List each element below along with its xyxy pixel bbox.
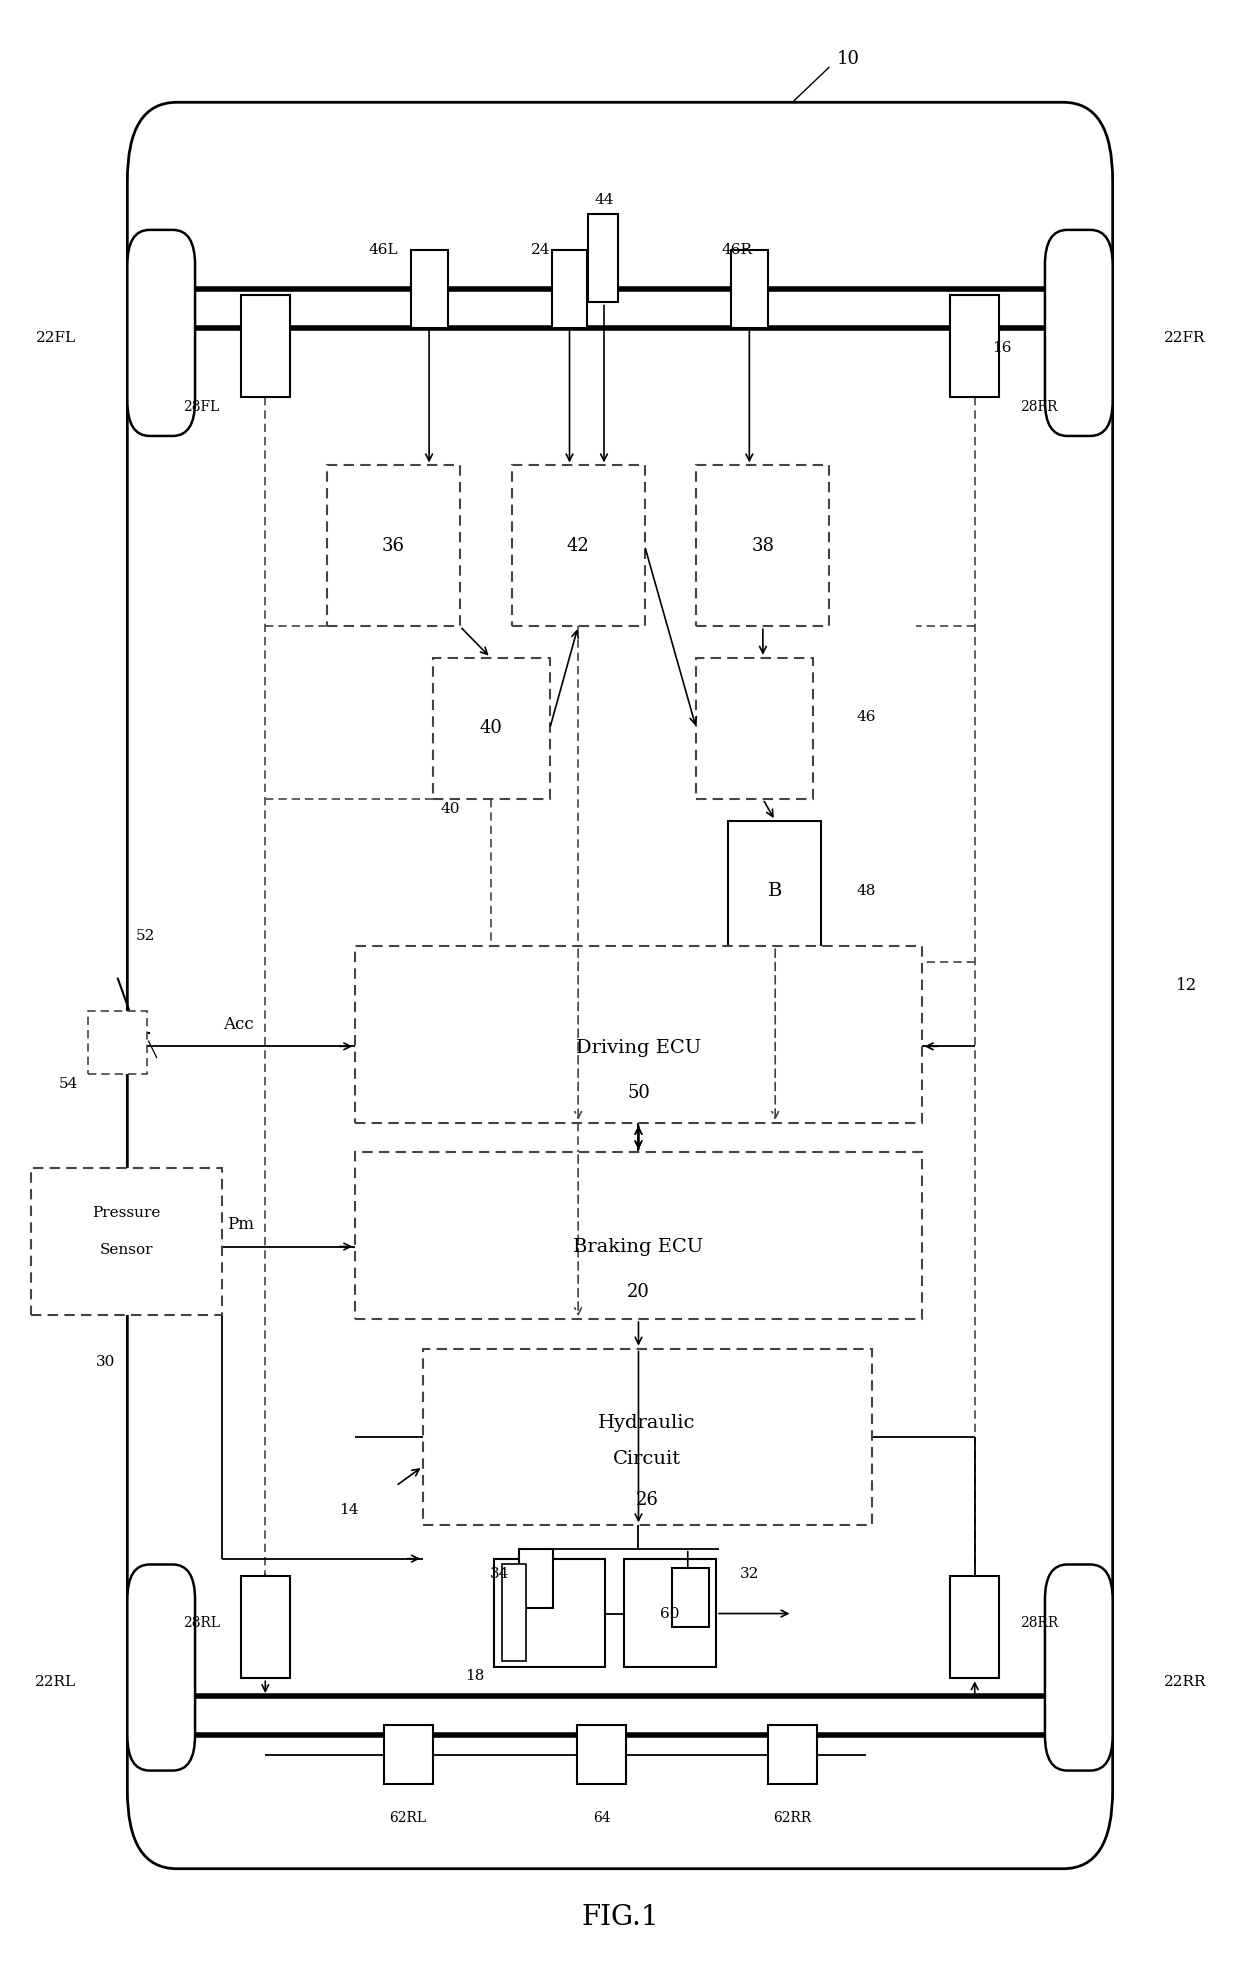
Text: 14: 14 [340,1502,358,1516]
Text: 62RR: 62RR [774,1811,811,1825]
Text: 28RR: 28RR [1021,1616,1059,1630]
Bar [88,1011,148,1074]
FancyBboxPatch shape [1045,231,1112,436]
Text: 46R: 46R [722,242,753,256]
Bar [241,1577,290,1679]
Text: 28FR: 28FR [1021,400,1058,414]
Text: 54: 54 [58,1076,78,1090]
Text: 60: 60 [660,1606,680,1620]
Text: 62RL: 62RL [389,1811,427,1825]
Bar [577,1725,626,1784]
Bar [768,1725,817,1784]
Bar [433,658,549,798]
Text: 48: 48 [857,885,875,899]
Text: 22FR: 22FR [1164,331,1205,345]
Bar [697,658,813,798]
Bar [624,1559,715,1667]
Text: 44: 44 [594,193,614,207]
Text: 26: 26 [636,1490,658,1508]
Bar [502,1565,527,1662]
Text: Braking ECU: Braking ECU [573,1238,703,1256]
Text: 46L: 46L [368,242,398,256]
Bar [31,1169,222,1315]
Text: Sensor: Sensor [99,1244,153,1257]
Bar [520,1549,553,1608]
Text: 32: 32 [739,1567,759,1581]
Bar [327,465,460,627]
FancyBboxPatch shape [1045,1565,1112,1770]
Text: 10: 10 [836,49,859,69]
Bar [552,250,587,327]
Bar [241,294,290,396]
Text: Driving ECU: Driving ECU [575,1039,701,1056]
Text: 38: 38 [751,536,774,556]
Text: 22FL: 22FL [36,331,76,345]
Bar [423,1348,873,1526]
Text: Hydraulic: Hydraulic [599,1413,696,1433]
Bar [728,820,821,962]
Bar [697,465,830,627]
Text: Acc: Acc [223,1017,254,1033]
Text: 42: 42 [567,536,589,556]
Text: 64: 64 [593,1811,610,1825]
Bar [495,1559,605,1667]
Text: 52: 52 [136,930,155,944]
FancyBboxPatch shape [128,1565,195,1770]
Bar [588,215,618,302]
Text: 24: 24 [532,242,551,256]
Text: 12: 12 [1176,978,1197,993]
Bar [410,250,448,327]
Bar [355,1153,921,1319]
Bar [950,1577,999,1679]
Text: 34: 34 [490,1567,510,1581]
Bar [730,250,768,327]
Text: 18: 18 [465,1669,485,1683]
FancyBboxPatch shape [128,102,1112,1869]
Text: B: B [768,883,782,901]
Text: 20: 20 [627,1283,650,1301]
Bar [950,294,999,396]
Bar [383,1725,433,1784]
Text: 28RL: 28RL [182,1616,219,1630]
Text: 36: 36 [382,536,405,556]
FancyBboxPatch shape [128,231,195,436]
Text: Circuit: Circuit [613,1449,681,1468]
Text: 40: 40 [479,719,502,737]
Text: 16: 16 [992,341,1012,355]
Text: FIG.1: FIG.1 [582,1904,658,1932]
Text: Pressure: Pressure [92,1206,160,1220]
Text: 22RR: 22RR [1164,1675,1207,1689]
Bar [512,465,645,627]
Bar [355,946,921,1123]
Text: 40: 40 [440,802,460,816]
Bar [672,1569,709,1628]
Text: Pm: Pm [227,1216,254,1234]
Text: 30: 30 [95,1356,115,1370]
Text: 46: 46 [857,710,877,723]
Text: 22RL: 22RL [35,1675,76,1689]
Text: 28FL: 28FL [184,400,219,414]
Text: 50: 50 [627,1084,650,1102]
